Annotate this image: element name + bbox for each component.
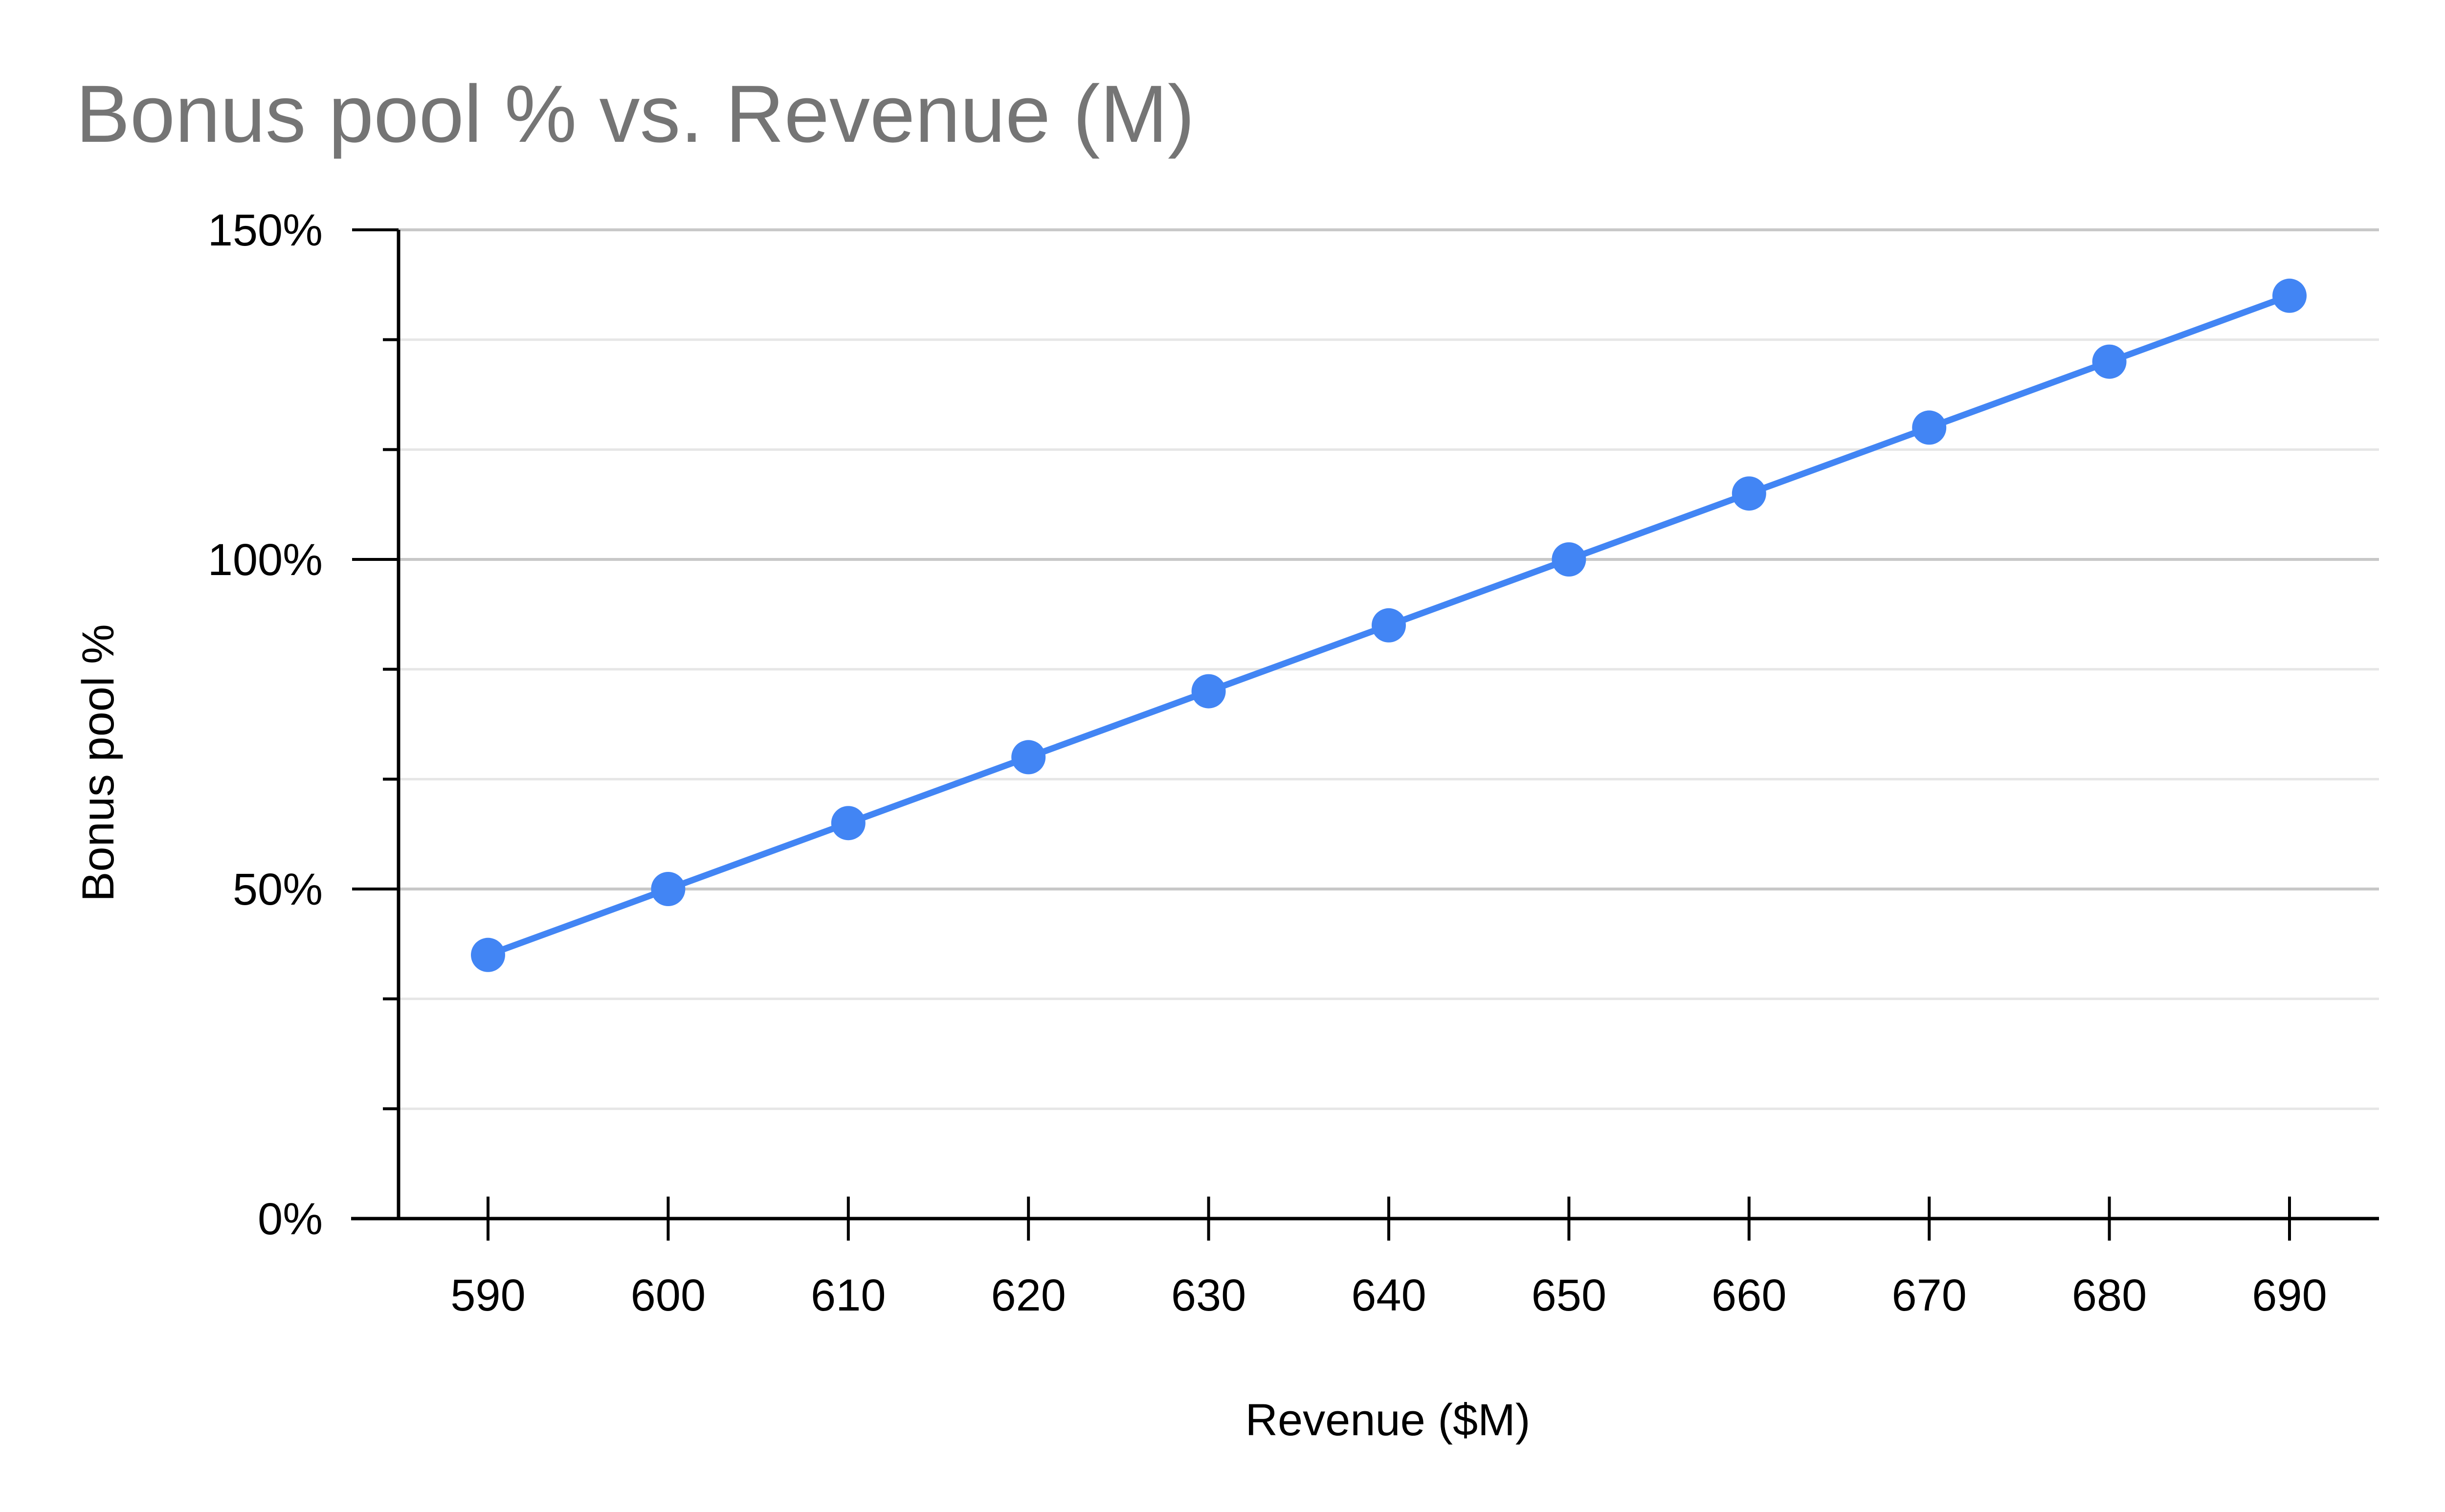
x-tick-label: 660	[1712, 1270, 1787, 1320]
data-point	[831, 806, 866, 841]
tick-labels: 0% 50% 100% 150% 590 600 610 620 630 640 650 660 670…	[208, 205, 2327, 1320]
x-tick-label: 640	[1351, 1270, 1426, 1320]
data-point	[1011, 740, 1046, 775]
x-tick-label: 590	[450, 1270, 526, 1320]
x-tick-label: 680	[2072, 1270, 2147, 1320]
data-point	[1372, 608, 1406, 643]
y-tick-label: 50%	[233, 865, 323, 914]
x-tick-label: 620	[991, 1270, 1066, 1320]
x-tick-label: 610	[811, 1270, 886, 1320]
x-tick-label: 650	[1532, 1270, 1607, 1320]
x-axis-title: Revenue ($M)	[1245, 1395, 1531, 1445]
data-point	[1912, 410, 1947, 445]
y-tick-label: 0%	[258, 1194, 323, 1244]
x-tick-label: 600	[631, 1270, 706, 1320]
series	[471, 278, 2307, 972]
data-point	[1732, 476, 1766, 511]
axes	[351, 230, 2379, 1221]
data-point	[471, 937, 505, 972]
x-tick-label: 690	[2252, 1270, 2327, 1320]
tick-marks	[352, 228, 2291, 1241]
chart-title: Bonus pool % vs. Revenue (M)	[76, 69, 1195, 159]
y-tick-label: 150%	[208, 205, 323, 255]
data-point	[1552, 542, 1586, 577]
data-point	[2272, 278, 2307, 313]
y-axis-title: Bonus pool %	[73, 624, 123, 902]
x-tick-label: 630	[1171, 1270, 1246, 1320]
y-tick-label: 100%	[208, 535, 323, 585]
data-point	[2092, 344, 2127, 379]
gridlines	[399, 228, 2379, 1110]
data-point	[651, 872, 686, 906]
x-tick-label: 670	[1891, 1270, 1967, 1320]
data-point	[1191, 674, 1226, 709]
